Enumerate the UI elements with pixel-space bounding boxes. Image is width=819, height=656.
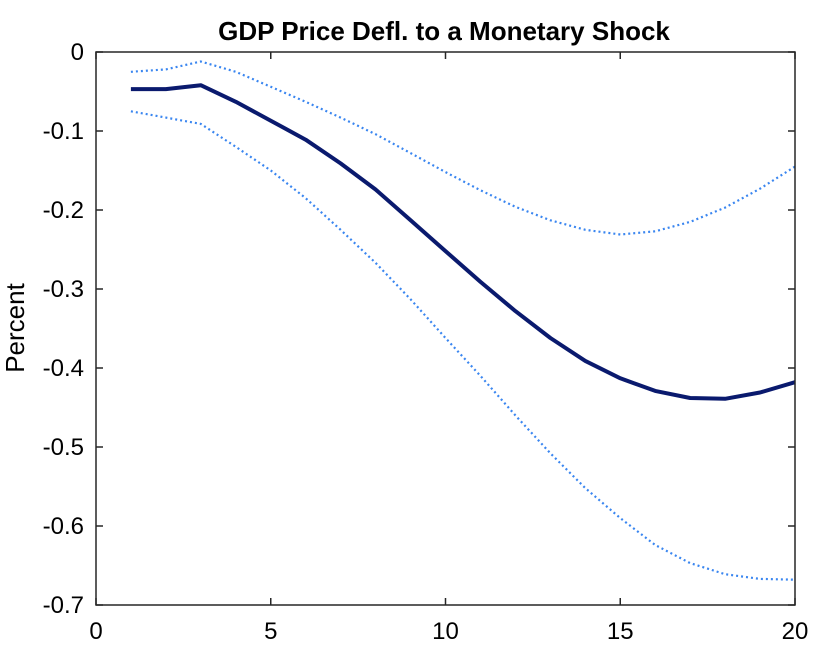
series-line-lower-band	[130, 110, 796, 581]
tick-layer: 0 5 10 15 20 0 -0.1 -0.2 -0.3 -0.4 -0.5 -0.6 -0.7	[43, 39, 809, 645]
series-line-response	[130, 83, 796, 401]
series-line-upper-band	[130, 60, 796, 236]
y-tick-label: -0.3	[43, 276, 84, 303]
y-tick-label: -0.2	[43, 197, 84, 224]
chart-title: GDP Price Defl. to a Monetary Shock	[218, 16, 670, 46]
x-tick-label: 0	[89, 618, 102, 645]
x-tick-label: 5	[264, 618, 277, 645]
y-tick-label: 0	[71, 39, 84, 66]
series-layer	[130, 60, 796, 581]
y-tick-label: -0.5	[43, 434, 84, 461]
y-tick-label: -0.7	[43, 592, 84, 619]
plot-area-frame	[95, 51, 796, 606]
x-tick-label: 20	[782, 618, 809, 645]
x-tick-label: 15	[607, 618, 634, 645]
y-tick-label: -0.1	[43, 118, 84, 145]
y-tick-label: -0.4	[43, 355, 84, 382]
y-tick-label: -0.6	[43, 513, 84, 540]
y-axis-label: Percent	[0, 282, 30, 372]
x-tick-label: 10	[432, 618, 459, 645]
